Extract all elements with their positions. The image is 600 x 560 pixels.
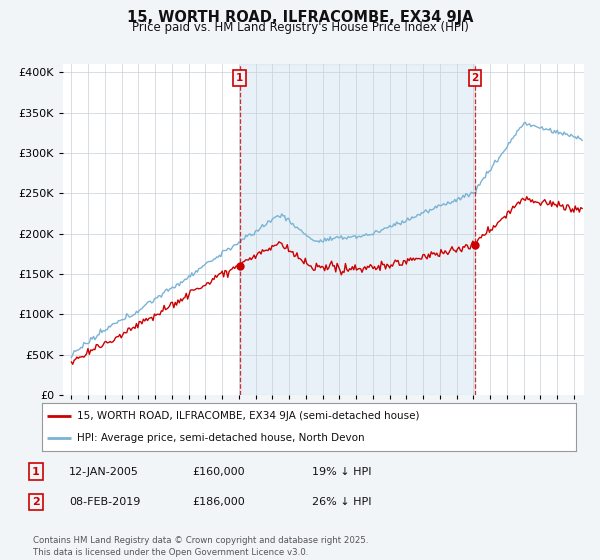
Text: Price paid vs. HM Land Registry's House Price Index (HPI): Price paid vs. HM Land Registry's House … xyxy=(131,21,469,34)
Text: 2: 2 xyxy=(472,73,479,83)
Text: Contains HM Land Registry data © Crown copyright and database right 2025.
This d: Contains HM Land Registry data © Crown c… xyxy=(33,536,368,557)
Text: 1: 1 xyxy=(236,73,243,83)
Text: 26% ↓ HPI: 26% ↓ HPI xyxy=(312,497,371,507)
Text: 08-FEB-2019: 08-FEB-2019 xyxy=(69,497,140,507)
Text: 2: 2 xyxy=(32,497,40,507)
Text: 12-JAN-2005: 12-JAN-2005 xyxy=(69,466,139,477)
Bar xyxy=(239,64,475,395)
Text: £186,000: £186,000 xyxy=(192,497,245,507)
Text: 15, WORTH ROAD, ILFRACOMBE, EX34 9JA: 15, WORTH ROAD, ILFRACOMBE, EX34 9JA xyxy=(127,10,473,25)
Text: 15, WORTH ROAD, ILFRACOMBE, EX34 9JA (semi-detached house): 15, WORTH ROAD, ILFRACOMBE, EX34 9JA (se… xyxy=(77,411,419,421)
Text: £160,000: £160,000 xyxy=(192,466,245,477)
Text: 1: 1 xyxy=(32,466,40,477)
Text: 19% ↓ HPI: 19% ↓ HPI xyxy=(312,466,371,477)
Text: HPI: Average price, semi-detached house, North Devon: HPI: Average price, semi-detached house,… xyxy=(77,433,364,443)
